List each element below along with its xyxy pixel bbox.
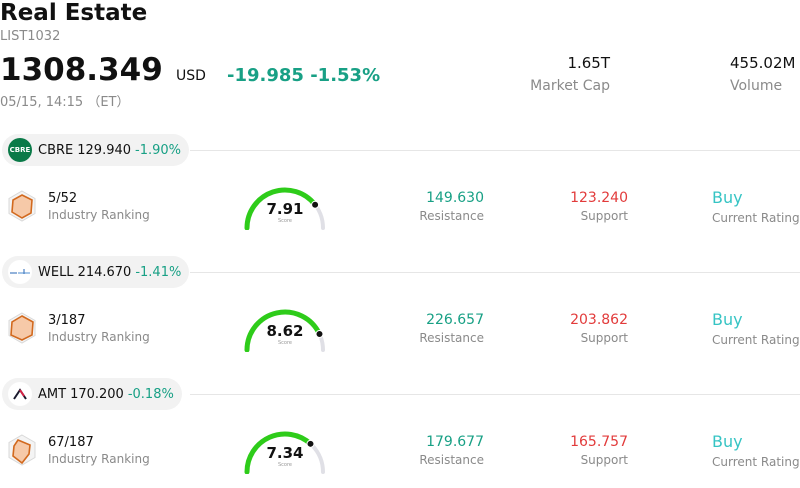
industry-rank-value: 5/52 bbox=[48, 191, 78, 206]
score-gauge bbox=[244, 187, 325, 230]
radar-chart-icon bbox=[8, 312, 36, 344]
stock-change: -1.90% bbox=[135, 142, 182, 158]
score-gauge bbox=[244, 431, 325, 474]
score-label: Score bbox=[277, 218, 292, 224]
industry-rank-label: Industry Ranking bbox=[48, 208, 150, 222]
score-value: 8.62 bbox=[266, 322, 304, 340]
divider bbox=[190, 150, 800, 151]
score-value: 7.34 bbox=[266, 444, 304, 462]
current-rating-label: Current Rating bbox=[712, 333, 800, 347]
current-rating-value[interactable]: Buy bbox=[712, 432, 743, 451]
welltower-logo-icon bbox=[8, 260, 32, 284]
volume-value: 455.02M bbox=[730, 54, 796, 72]
stock-section: AMT 170.200 -0.18% 67/187 Industry Ranki… bbox=[0, 378, 800, 488]
american-tower-logo-icon bbox=[8, 382, 32, 406]
divider bbox=[190, 272, 800, 273]
current-rating-label: Current Rating bbox=[712, 455, 800, 469]
stock-section: CBRE CBRE 129.940 -1.90% 5/52 Industry R… bbox=[0, 134, 800, 256]
industry-rank-label: Industry Ranking bbox=[48, 452, 150, 466]
industry-rank-value: 67/187 bbox=[48, 435, 94, 450]
gauge-fill bbox=[244, 309, 322, 352]
resistance-value: 226.657 bbox=[426, 312, 484, 328]
industry-rank-value: 3/187 bbox=[48, 313, 86, 328]
divider bbox=[190, 394, 800, 395]
industry-rank-label: Industry Ranking bbox=[48, 330, 150, 344]
index-change: -19.985 -1.53% bbox=[227, 65, 381, 86]
resistance-value: 149.630 bbox=[426, 190, 484, 206]
resistance-label: Resistance bbox=[419, 331, 484, 345]
score-gauge bbox=[244, 309, 325, 352]
stock-price: 129.940 bbox=[77, 142, 132, 158]
gauge-indicator bbox=[306, 439, 315, 448]
stock-pill-well[interactable]: WELL 214.670 -1.41% bbox=[2, 256, 190, 288]
score-label: Score bbox=[277, 462, 292, 468]
current-rating-value[interactable]: Buy bbox=[712, 188, 743, 207]
stock-pill-cbre[interactable]: CBRE CBRE 129.940 -1.90% bbox=[2, 134, 190, 166]
gauge-fill bbox=[244, 431, 313, 474]
market-cap-value: 1.65T bbox=[567, 54, 610, 72]
radar-chart-icon bbox=[8, 434, 36, 466]
stock-change: -0.18% bbox=[127, 386, 174, 402]
volume-label: Volume bbox=[730, 78, 783, 94]
resistance-value: 179.677 bbox=[426, 434, 484, 450]
support-value: 123.240 bbox=[570, 190, 628, 206]
gauge-indicator bbox=[315, 330, 324, 339]
resistance-label: Resistance bbox=[419, 453, 484, 467]
radar-chart-icon bbox=[8, 190, 36, 222]
score-value: 7.91 bbox=[266, 200, 304, 218]
score-label: Score bbox=[277, 340, 292, 346]
support-label: Support bbox=[580, 453, 628, 467]
support-label: Support bbox=[580, 209, 628, 223]
stock-symbol: WELL bbox=[38, 264, 74, 280]
resistance-label: Resistance bbox=[419, 209, 484, 223]
currency-label: USD bbox=[176, 68, 206, 84]
stock-price: 170.200 bbox=[70, 386, 124, 402]
stock-pill-amt[interactable]: AMT 170.200 -0.18% bbox=[2, 378, 182, 410]
stock-symbol: CBRE bbox=[38, 142, 74, 158]
stock-symbol: AMT bbox=[38, 386, 67, 402]
gauge-fill bbox=[244, 187, 318, 230]
support-label: Support bbox=[580, 331, 628, 345]
stock-section: WELL 214.670 -1.41% 3/187 Industry Ranki… bbox=[0, 256, 800, 378]
index-code: LIST1032 bbox=[0, 29, 61, 44]
cbre-logo-icon: CBRE bbox=[8, 138, 32, 162]
stock-change: -1.41% bbox=[135, 264, 182, 280]
market-cap-label: Market Cap bbox=[530, 78, 610, 94]
timestamp: 05/15, 14:15 （ET） bbox=[0, 95, 130, 110]
gauge-indicator bbox=[311, 200, 320, 209]
current-rating-value[interactable]: Buy bbox=[712, 310, 743, 329]
current-rating-label: Current Rating bbox=[712, 211, 800, 225]
stock-price: 214.670 bbox=[77, 264, 132, 280]
index-price: 1308.349 bbox=[0, 52, 163, 88]
page-title: Real Estate bbox=[0, 0, 148, 26]
support-value: 203.862 bbox=[570, 312, 628, 328]
support-value: 165.757 bbox=[570, 434, 628, 450]
